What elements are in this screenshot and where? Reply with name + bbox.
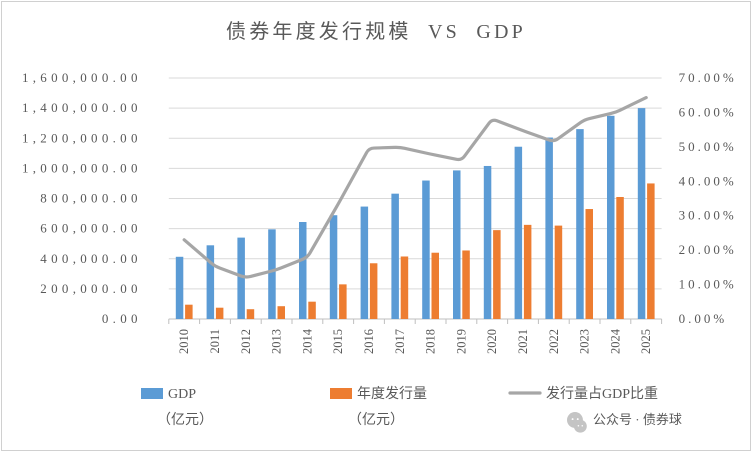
svg-text:0.00: 0.00 (102, 311, 142, 326)
svg-text:2011: 2011 (208, 329, 222, 354)
svg-text:1,600,000.00: 1,600,000.00 (22, 70, 142, 85)
svg-text:800,000.00: 800,000.00 (40, 191, 142, 206)
svg-text:30.00%: 30.00% (679, 208, 737, 223)
svg-text:2013: 2013 (270, 329, 284, 354)
svg-text:2018: 2018 (424, 329, 438, 354)
svg-text:（亿元）: （亿元） (348, 412, 404, 428)
svg-text:1,400,000.00: 1,400,000.00 (22, 100, 142, 115)
svg-text:2015: 2015 (331, 329, 345, 354)
svg-text:40.00%: 40.00% (679, 173, 737, 188)
svg-text:2014: 2014 (300, 328, 314, 354)
svg-text:60.00%: 60.00% (679, 104, 737, 119)
svg-text:2012: 2012 (239, 329, 253, 354)
svg-text:70.00%: 70.00% (679, 70, 737, 85)
svg-text:年度发行量: 年度发行量 (357, 386, 427, 402)
svg-text:2024: 2024 (608, 328, 622, 354)
svg-text:2025: 2025 (639, 329, 653, 354)
svg-text:20.00%: 20.00% (679, 242, 737, 257)
svg-text:发行量占GDP比重: 发行量占GDP比重 (546, 386, 658, 402)
svg-text:2020: 2020 (485, 329, 499, 354)
svg-text:GDP: GDP (168, 387, 196, 402)
svg-text:2023: 2023 (578, 329, 592, 354)
svg-text:1,000,000.00: 1,000,000.00 (22, 160, 142, 175)
svg-text:（亿元）: （亿元） (157, 412, 213, 428)
svg-text:50.00%: 50.00% (679, 139, 737, 154)
svg-text:200,000.00: 200,000.00 (40, 281, 142, 296)
svg-text:2021: 2021 (516, 329, 530, 354)
svg-text:1,200,000.00: 1,200,000.00 (22, 130, 142, 145)
svg-text:600,000.00: 600,000.00 (40, 221, 142, 236)
svg-text:2022: 2022 (547, 329, 561, 354)
svg-text:2019: 2019 (454, 329, 468, 354)
svg-text:10.00%: 10.00% (679, 277, 737, 292)
svg-text:400,000.00: 400,000.00 (40, 251, 142, 266)
svg-text:公众号 · 债券球: 公众号 · 债券球 (593, 412, 682, 427)
svg-text:0.00%: 0.00% (679, 311, 728, 326)
svg-text:2017: 2017 (393, 329, 407, 354)
svg-text:2016: 2016 (362, 329, 376, 354)
svg-text:2010: 2010 (177, 329, 191, 354)
